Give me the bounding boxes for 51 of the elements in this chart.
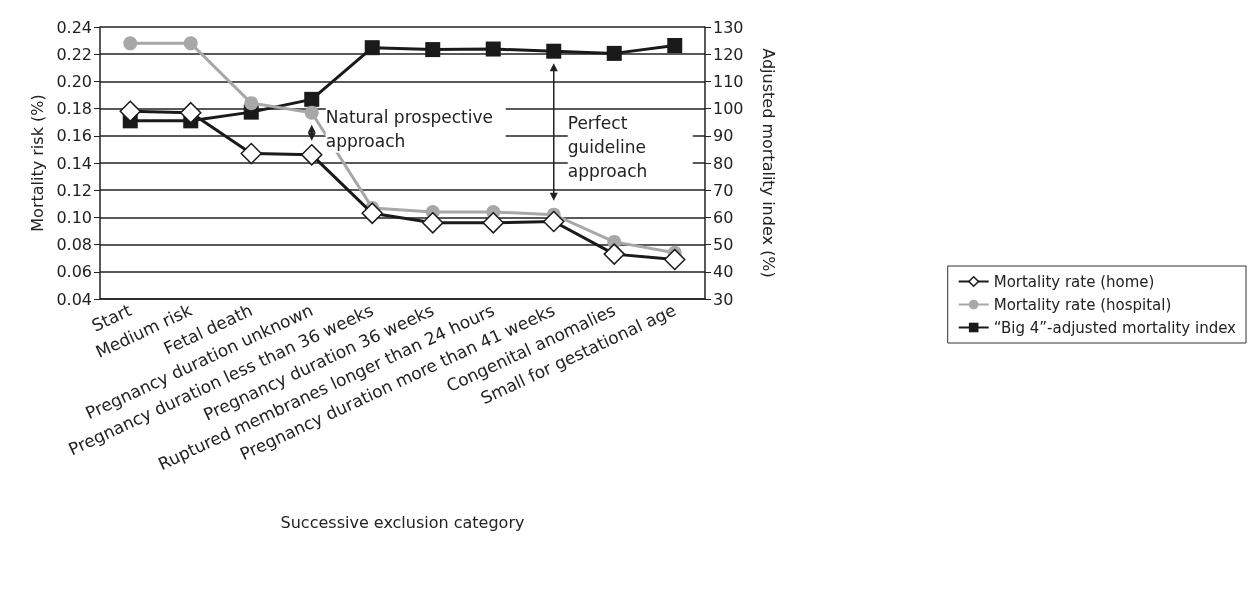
point (183, 36, 198, 51)
legend-label: Mortality rate (home) (993, 272, 1155, 291)
point (543, 210, 565, 233)
point (361, 202, 383, 225)
point (485, 41, 501, 57)
point (304, 105, 319, 120)
y-tick-label: 0.16 (56, 126, 92, 146)
annotation: Perfect guideline approach (567, 113, 652, 182)
point (603, 243, 625, 265)
y-axis-title: Mortality risk (%) (27, 94, 47, 232)
y-tick-label: 0.18 (56, 99, 92, 119)
y-tick-label: 0.10 (56, 207, 92, 227)
y-tick-label: 0.20 (56, 71, 92, 91)
point (301, 144, 323, 166)
point (425, 42, 441, 58)
point (244, 96, 259, 111)
point (482, 212, 504, 234)
y2-tick-label: 130 (713, 17, 744, 37)
y-tick-label: 0.08 (56, 235, 92, 255)
point (667, 38, 683, 53)
y-tick-label: 0.14 (56, 153, 92, 173)
y-tick-label: 0.04 (56, 289, 92, 309)
point (180, 101, 202, 124)
y2-tick-label: 100 (713, 99, 744, 119)
y2-tick-label: 60 (713, 207, 734, 227)
point (123, 36, 138, 51)
y-tick-label: 0.06 (56, 262, 92, 282)
x-axis-title: Successive exclusion category (280, 512, 525, 532)
y-tick-label: 0.12 (56, 180, 92, 200)
legend-label: “Big 4”-adjusted mortality index (993, 318, 1237, 337)
annotation: Natural prospective approach (325, 106, 499, 151)
y-tick-label: 0.24 (56, 17, 92, 37)
point (606, 45, 622, 61)
point (546, 43, 562, 59)
point (364, 40, 380, 56)
y2-tick-label: 110 (713, 71, 744, 91)
y2-tick-label: 120 (713, 44, 744, 64)
point (304, 91, 320, 107)
point (422, 212, 444, 234)
point (240, 142, 262, 165)
y2-axis-title: Adjusted mortality index (%) (758, 48, 778, 278)
y2-tick-label: 70 (713, 180, 734, 200)
y2-tick-label: 30 (713, 289, 734, 309)
y2-tick-label: 90 (713, 126, 734, 146)
y2-tick-label: 40 (713, 262, 734, 282)
y2-tick-label: 50 (713, 235, 734, 255)
point (664, 248, 686, 271)
y-tick-label: 0.22 (56, 44, 92, 64)
y2-tick-label: 80 (713, 153, 734, 173)
legend-label: Mortality rate (hospital) (993, 295, 1172, 314)
point (119, 100, 141, 123)
